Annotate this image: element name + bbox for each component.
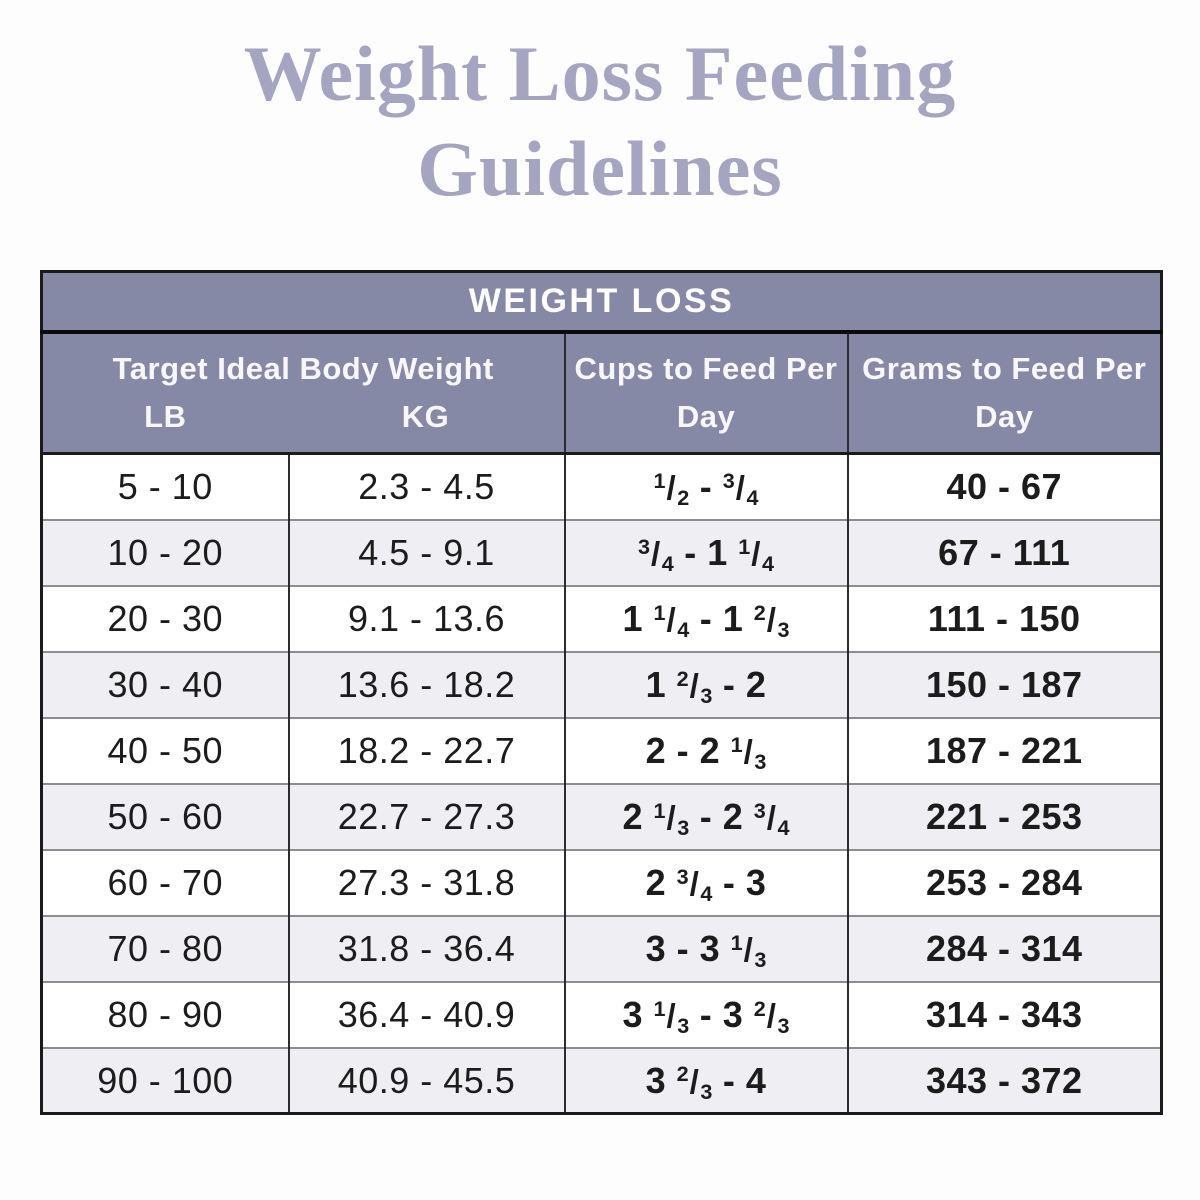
header-target-ideal-body-weight: Target Ideal Body Weight LB KG [41, 331, 565, 456]
cell-grams: 40 - 67 [846, 453, 1162, 520]
header-kg: KG [401, 399, 450, 435]
banner-row: WEIGHT LOSS [41, 271, 1162, 334]
cell-grams: 284 - 314 [846, 914, 1162, 982]
cell-grams: 150 - 187 [846, 650, 1162, 718]
cell-kg: 2.3 - 4.5 [287, 453, 565, 520]
table-row: 70 - 80 31.8 - 36.4 3 - 3 1/3 284 - 314 [41, 914, 1162, 982]
cell-grams: 253 - 284 [846, 848, 1162, 916]
cell-lb: 50 - 60 [41, 782, 289, 850]
cell-lb: 30 - 40 [41, 650, 289, 718]
cell-cups: 1 1/4 - 1 2/3 [563, 584, 848, 652]
header-target-label: Target Ideal Body Weight [112, 351, 494, 387]
cell-kg: 36.4 - 40.9 [287, 980, 565, 1048]
cell-cups: 3 1/3 - 3 2/3 [563, 980, 848, 1048]
cell-lb: 60 - 70 [41, 848, 289, 916]
cell-grams: 343 - 372 [846, 1046, 1162, 1114]
table-row: 90 - 100 40.9 - 45.5 3 2/3 - 4 343 - 372 [41, 1046, 1162, 1114]
cell-grams: 314 - 343 [846, 980, 1162, 1048]
feeding-guidelines-table: WEIGHT LOSS Target Ideal Body Weight LB … [40, 270, 1163, 1116]
cell-kg: 9.1 - 13.6 [287, 584, 565, 652]
page-title-line2: Guidelines [417, 125, 783, 213]
cell-grams: 111 - 150 [846, 584, 1162, 652]
cell-cups: 3/4 - 1 1/4 [563, 518, 848, 586]
header-grams-to-feed: Grams to Feed Per Day [846, 331, 1162, 456]
cell-cups: 1/2 - 3/4 [563, 453, 848, 520]
cell-cups: 3 - 3 1/3 [563, 914, 848, 982]
column-header-row: Target Ideal Body Weight LB KG Cups to F… [41, 331, 1162, 456]
cell-cups: 1 2/3 - 2 [563, 650, 848, 718]
cell-lb: 5 - 10 [41, 453, 289, 520]
cell-kg: 18.2 - 22.7 [287, 716, 565, 784]
cell-lb: 10 - 20 [41, 518, 289, 586]
table-row: 80 - 90 36.4 - 40.9 3 1/3 - 3 2/3 314 - … [41, 980, 1162, 1048]
table-row: 50 - 60 22.7 - 27.3 2 1/3 - 2 3/4 221 - … [41, 782, 1162, 850]
cell-cups: 2 3/4 - 3 [563, 848, 848, 916]
cell-kg: 22.7 - 27.3 [287, 782, 565, 850]
table-row: 20 - 30 9.1 - 13.6 1 1/4 - 1 2/3 111 - 1… [41, 584, 1162, 652]
feeding-guidelines-table-container: WEIGHT LOSS Target Ideal Body Weight LB … [40, 270, 1163, 1116]
cell-lb: 20 - 30 [41, 584, 289, 652]
cell-kg: 27.3 - 31.8 [287, 848, 565, 916]
header-weight-loss: WEIGHT LOSS [41, 271, 1162, 334]
cell-lb: 80 - 90 [41, 980, 289, 1048]
cell-kg: 40.9 - 45.5 [287, 1046, 565, 1114]
table-row: 40 - 50 18.2 - 22.7 2 - 2 1/3 187 - 221 [41, 716, 1162, 784]
page-title: Weight Loss Feeding Guidelines [0, 26, 1200, 216]
table-row: 60 - 70 27.3 - 31.8 2 3/4 - 3 253 - 284 [41, 848, 1162, 916]
cell-cups: 2 - 2 1/3 [563, 716, 848, 784]
cell-lb: 40 - 50 [41, 716, 289, 784]
header-lb: LB [144, 399, 187, 435]
page-title-line1: Weight Loss Feeding [243, 30, 957, 117]
table-row: 5 - 10 2.3 - 4.5 1/2 - 3/4 40 - 67 [41, 453, 1162, 520]
cell-lb: 90 - 100 [41, 1046, 289, 1114]
cell-grams: 221 - 253 [846, 782, 1162, 850]
header-cups-to-feed: Cups to Feed Per Day [563, 331, 848, 456]
cell-kg: 31.8 - 36.4 [287, 914, 565, 982]
header-units-line: LB KG [43, 393, 564, 441]
cell-kg: 4.5 - 9.1 [287, 518, 565, 586]
cell-cups: 2 1/3 - 2 3/4 [563, 782, 848, 850]
cell-lb: 70 - 80 [41, 914, 289, 982]
cell-grams: 187 - 221 [846, 716, 1162, 784]
cell-grams: 67 - 111 [846, 518, 1162, 586]
cell-cups: 3 2/3 - 4 [563, 1046, 848, 1114]
table-row: 10 - 20 4.5 - 9.1 3/4 - 1 1/4 67 - 111 [41, 518, 1162, 586]
table-row: 30 - 40 13.6 - 18.2 1 2/3 - 2 150 - 187 [41, 650, 1162, 718]
cell-kg: 13.6 - 18.2 [287, 650, 565, 718]
